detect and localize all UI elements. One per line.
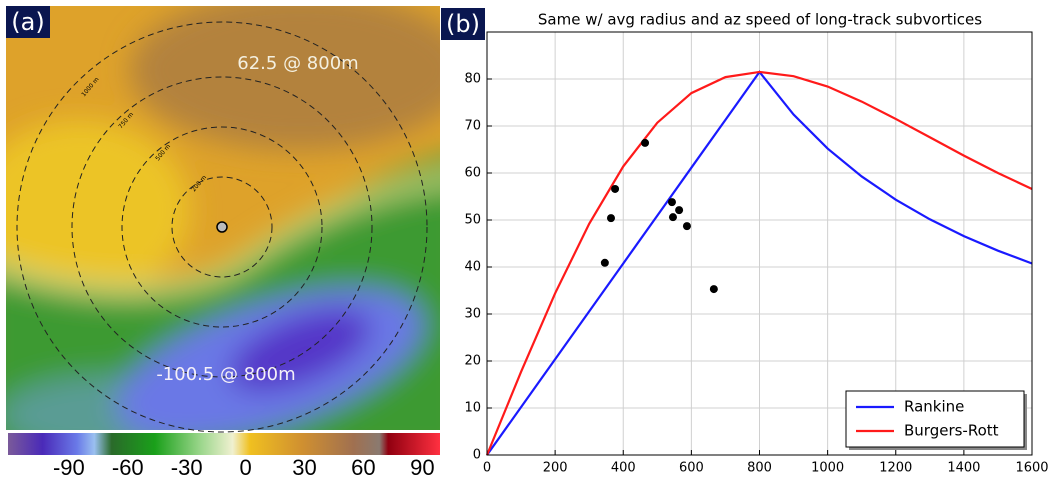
panel-label: (a) [11, 8, 44, 36]
colorbar-tick-label: 30 [292, 455, 316, 480]
scatter-point [669, 213, 677, 221]
scatter-point [601, 259, 609, 267]
colorbar-tick-label: 90 [410, 455, 434, 480]
legend-label: Burgers-Rott [904, 422, 999, 440]
y-tick-label: 60 [464, 166, 481, 181]
legend-label: Rankine [904, 398, 964, 416]
colorbar-tick-label: -90 [53, 455, 85, 480]
colorbar-tick-label: 0 [239, 455, 251, 480]
x-tick-label: 1400 [947, 461, 980, 476]
y-tick-label: 10 [464, 401, 481, 416]
scatter-point [607, 214, 615, 222]
y-tick-label: 70 [464, 119, 481, 134]
colorbar [8, 433, 440, 455]
page: {"panel_a": {"label": "(a)", "annotation… [0, 0, 1054, 480]
y-tick-label: 80 [464, 72, 481, 87]
x-tick-label: 600 [679, 461, 704, 476]
center-marker [217, 222, 227, 232]
annotation: -100.5 @ 800m [156, 364, 295, 385]
annotation: 62.5 @ 800m [237, 53, 358, 74]
colorbar-tick-label: -60 [112, 455, 144, 480]
x-tick-label: 1600 [1015, 461, 1048, 476]
x-tick-label: 800 [747, 461, 772, 476]
y-tick-label: 40 [464, 260, 481, 275]
scatter-point [668, 198, 676, 206]
x-tick-label: 400 [611, 461, 636, 476]
figure: 200 m 500 m 750 m 1000 m 62.5 @ 800m -10… [0, 0, 1054, 480]
x-tick-label: 1000 [811, 461, 844, 476]
y-tick-label: 20 [464, 354, 481, 369]
scatter-point [675, 206, 683, 214]
colorbar-tick-label: 60 [351, 455, 375, 480]
y-tick-label: 30 [464, 307, 481, 322]
panel-label: (b) [446, 10, 480, 38]
scatter-point [683, 222, 691, 230]
scatter-point [710, 285, 718, 293]
chart-title: Same w/ avg radius and az speed of long-… [538, 11, 982, 29]
radar-image [0, 0, 470, 473]
y-tick-label: 50 [464, 213, 481, 228]
x-tick-label: 1200 [879, 461, 912, 476]
scatter-point [641, 139, 649, 147]
x-tick-label: 0 [483, 461, 491, 476]
x-tick-label: 200 [543, 461, 568, 476]
y-tick-label: 0 [473, 448, 481, 463]
scatter-point [611, 185, 619, 193]
colorbar-tick-label: -30 [171, 455, 203, 480]
